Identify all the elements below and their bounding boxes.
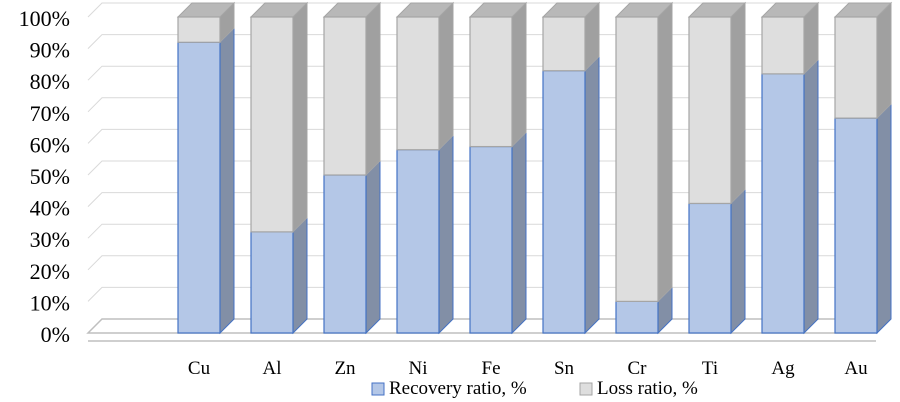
- x-tick-label: Al: [263, 358, 282, 379]
- bar-front: [761, 16, 805, 75]
- y-tick-label: 30%: [30, 227, 70, 252]
- x-tick-label: Ti: [702, 358, 718, 379]
- bar-front: [834, 117, 878, 334]
- bar-side: [292, 216, 308, 335]
- bar-front: [177, 16, 221, 43]
- x-tick-label: Zn: [334, 358, 356, 379]
- bar-side: [438, 1, 454, 151]
- bar-recovery-Au: [834, 102, 892, 335]
- bar-loss-Al: [249, 1, 309, 234]
- bar-loss-Ni: [395, 1, 455, 151]
- bar-recovery-Ti: [688, 188, 746, 335]
- bar-front: [542, 70, 586, 334]
- legend-label: Loss ratio, %: [597, 378, 698, 399]
- bar-side: [219, 27, 235, 335]
- bar-loss-Zn: [322, 1, 382, 177]
- bar-recovery-Ni: [396, 134, 454, 335]
- bar-front: [688, 16, 732, 205]
- bar-loss-Au: [833, 1, 893, 120]
- x-tick-label: Sn: [554, 358, 575, 379]
- bar-front: [834, 16, 878, 119]
- bar-loss-Ag: [760, 1, 820, 76]
- bar-side: [730, 188, 746, 335]
- bar-front: [469, 145, 513, 334]
- legend-swatch: [371, 382, 385, 396]
- y-axis-ticks: 0% 10% 20% 30% 40% 50% 60% 70% 80% 90% 100%: [19, 6, 70, 347]
- bar-front: [615, 16, 659, 302]
- bar-loss-Fe: [468, 1, 528, 148]
- x-tick-label: Cr: [628, 358, 648, 379]
- x-tick-label: Ni: [409, 358, 428, 379]
- legend-label: Recovery ratio, %: [389, 378, 527, 399]
- legend: Recovery ratio, % Loss ratio, %: [371, 378, 698, 399]
- bar-recovery-Sn: [542, 55, 600, 335]
- bar-side: [584, 55, 600, 335]
- y-tick-label: 70%: [30, 101, 70, 126]
- y-tick-label: 80%: [30, 69, 70, 94]
- gridlines: [87, 2, 890, 302]
- bar-loss-Ti: [687, 1, 747, 205]
- bar-recovery-Al: [250, 216, 308, 335]
- bar-front: [688, 202, 732, 334]
- bar-front: [323, 16, 367, 176]
- bar-side: [365, 1, 381, 177]
- bar-side: [292, 1, 308, 234]
- bar-recovery-Fe: [469, 131, 527, 335]
- x-tick-label: Fe: [482, 358, 501, 379]
- bar-front: [250, 16, 294, 233]
- bar-side: [803, 58, 819, 335]
- bar-front: [396, 149, 440, 334]
- bar-side: [438, 134, 454, 335]
- y-tick-label: 20%: [30, 259, 70, 284]
- bar-side: [511, 1, 527, 148]
- bars: [176, 1, 893, 335]
- bar-loss-Cr: [614, 1, 674, 303]
- bar-loss-Cu: [176, 1, 236, 44]
- bar-front: [615, 300, 659, 334]
- x-tick-label: Au: [844, 358, 868, 379]
- y-tick-label: 10%: [30, 290, 70, 315]
- y-tick-label: 90%: [30, 38, 70, 63]
- bar-recovery-Zn: [323, 159, 381, 335]
- x-tick-label: Cu: [188, 358, 211, 379]
- bar-front: [761, 73, 805, 334]
- bar-front: [396, 16, 440, 151]
- bar-side: [657, 1, 673, 303]
- bar-loss-Sn: [541, 1, 601, 72]
- bar-front: [323, 174, 367, 334]
- y-tick-label: 50%: [30, 164, 70, 189]
- bar-recovery-Cu: [177, 27, 235, 335]
- bar-side: [876, 1, 892, 120]
- bar-front: [542, 16, 586, 72]
- bar-side: [876, 102, 892, 335]
- bar-side: [730, 1, 746, 205]
- bar-side: [511, 131, 527, 335]
- y-tick-label: 0%: [41, 322, 70, 347]
- bar-recovery-Ag: [761, 58, 819, 335]
- legend-swatch: [579, 382, 593, 396]
- y-tick-label: 100%: [19, 6, 70, 31]
- x-axis-labels: Cu Al Zn Ni Fe Sn Cr Ti Ag Au: [188, 358, 868, 379]
- bar-front: [469, 16, 513, 148]
- y-tick-label: 60%: [30, 132, 70, 157]
- bar-front: [177, 41, 221, 334]
- y-tick-label: 40%: [30, 196, 70, 221]
- x-tick-label: Ag: [771, 358, 795, 379]
- bar-front: [250, 231, 294, 334]
- bar-side: [365, 159, 381, 335]
- gridline: [87, 2, 890, 18]
